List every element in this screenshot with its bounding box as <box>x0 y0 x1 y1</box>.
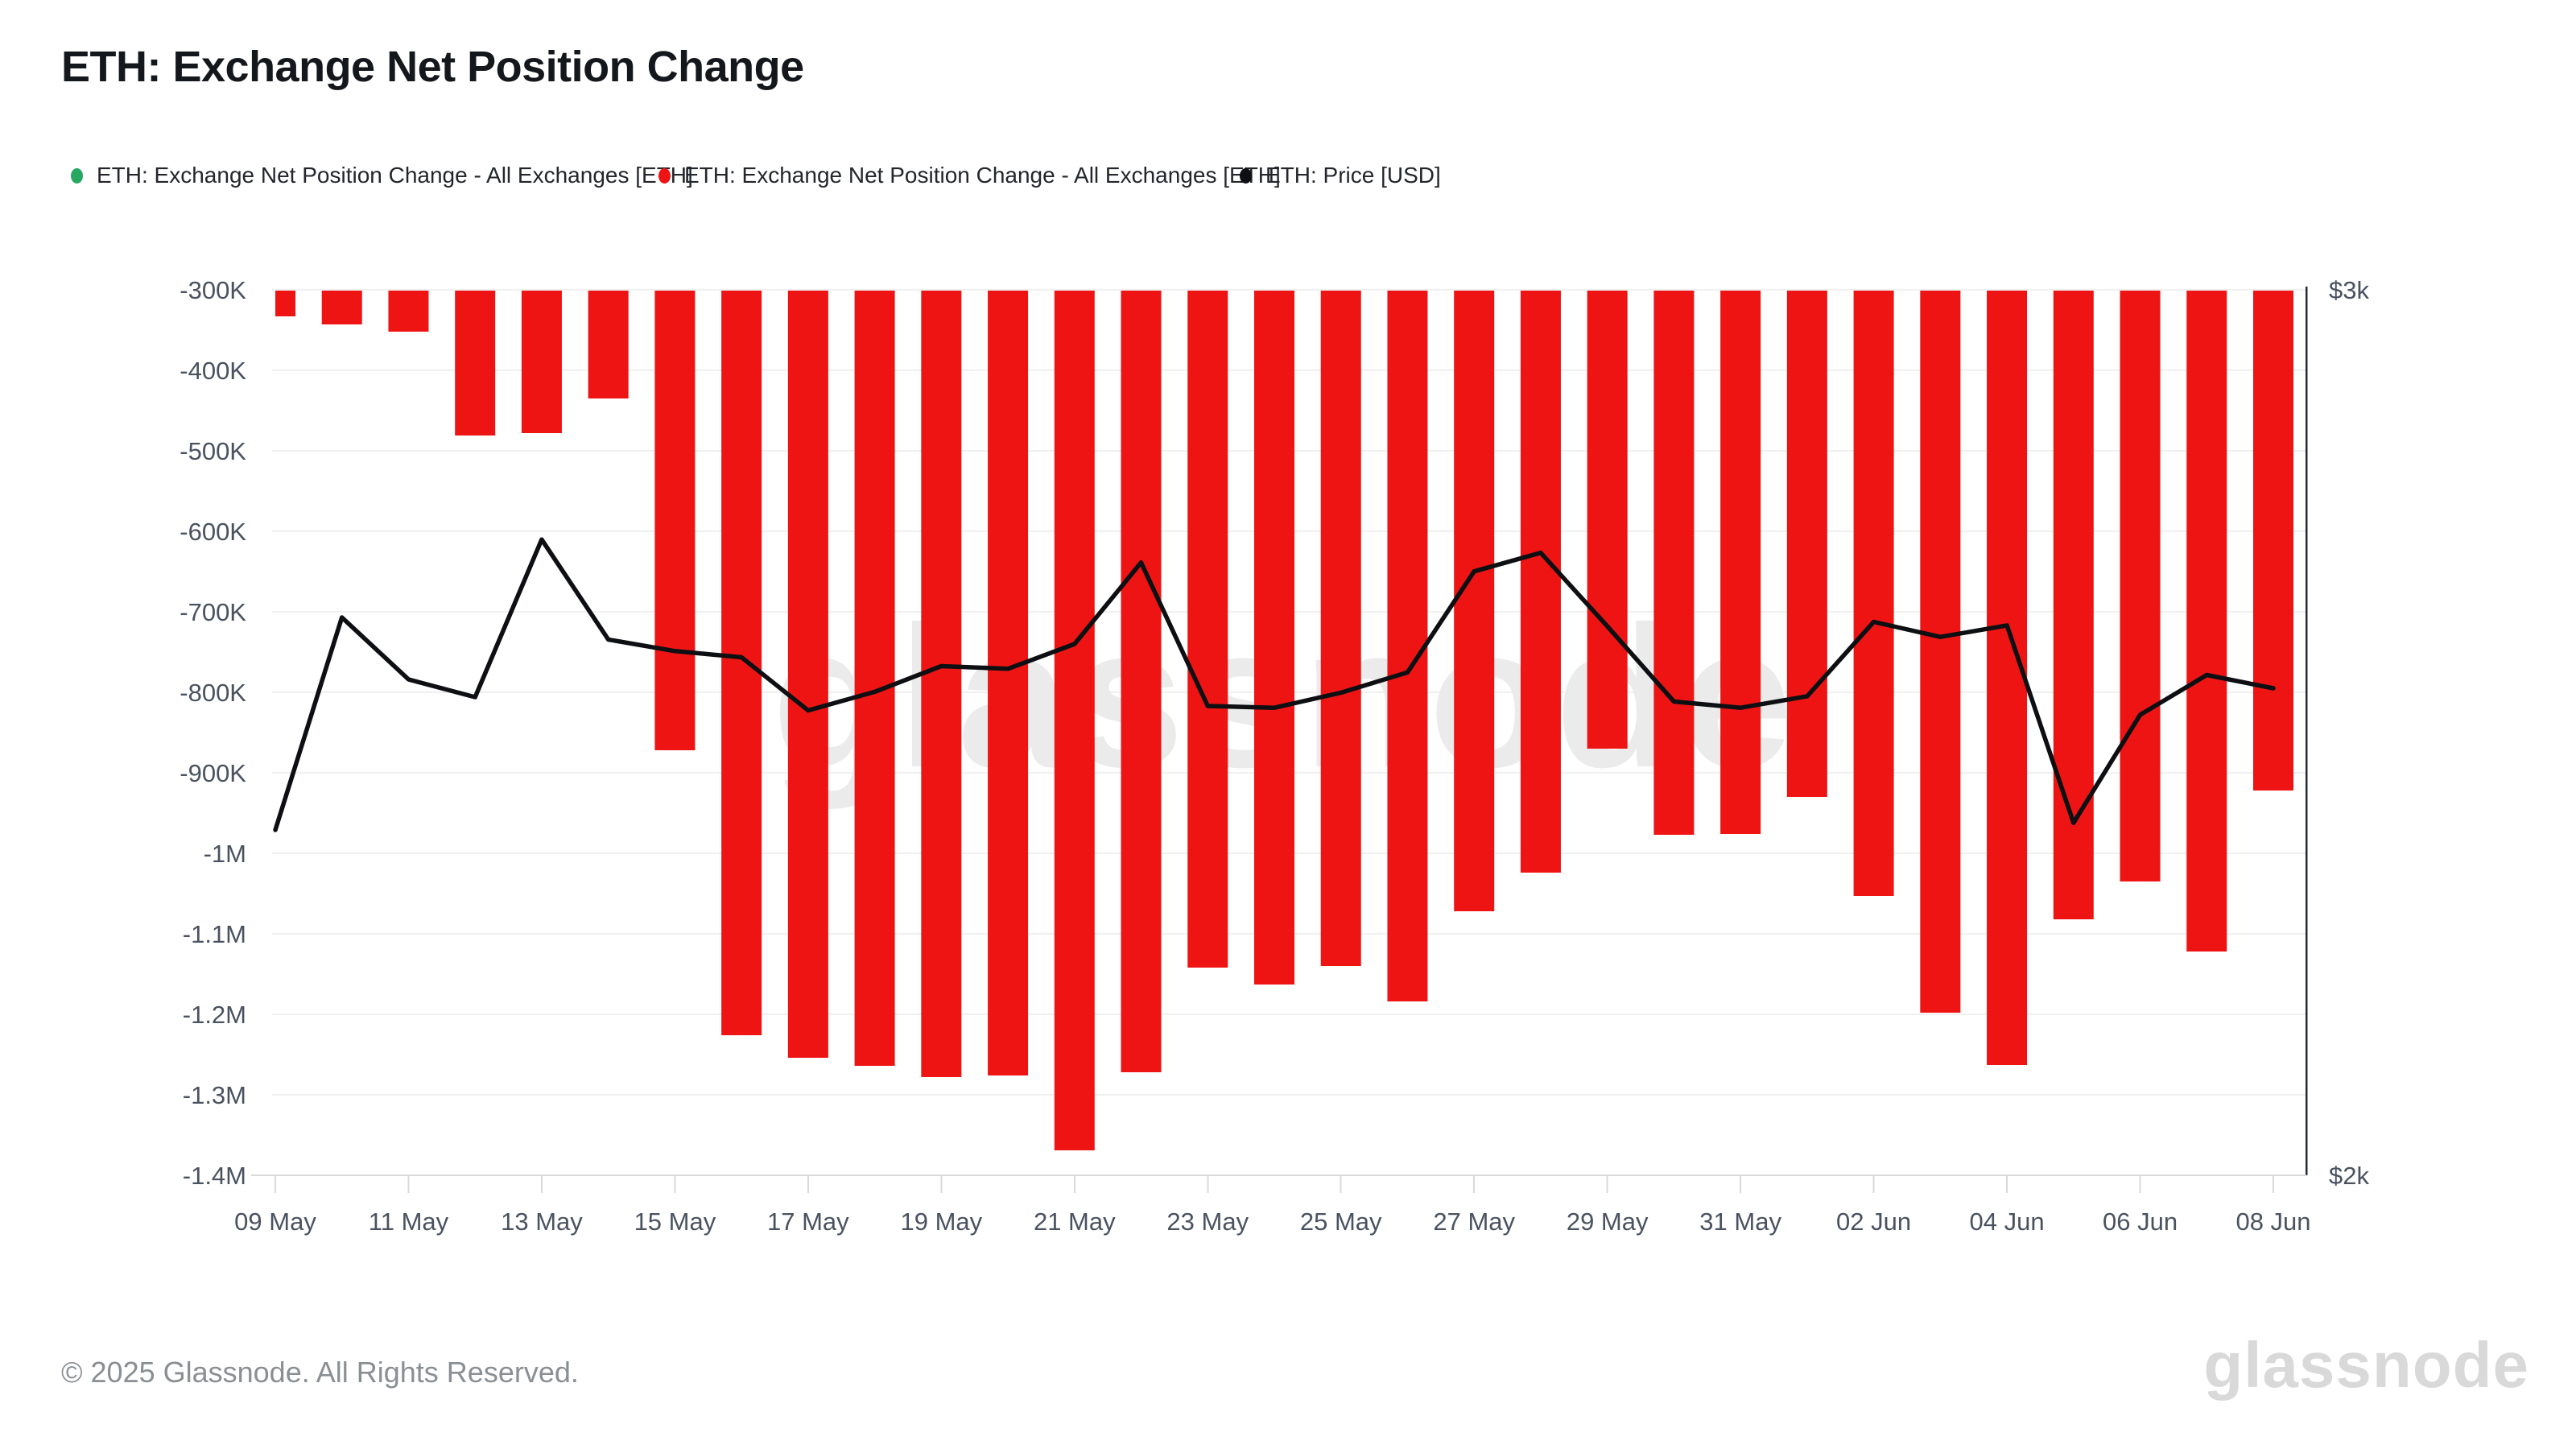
right-axis-tick-label: $3k <box>2329 276 2369 304</box>
y-axis-tick-label: -300K <box>180 276 246 304</box>
bar[interactable] <box>1054 291 1095 1150</box>
bar[interactable] <box>2253 291 2293 791</box>
bar[interactable] <box>721 291 762 1035</box>
bar[interactable] <box>2120 291 2161 881</box>
y-axis-tick-label: -1M <box>204 840 246 868</box>
legend-label: ETH: Price [USD] <box>1265 163 1441 188</box>
bar[interactable] <box>455 291 496 436</box>
legend: ETH: Exchange Net Position Change - All … <box>0 158 2576 193</box>
bar[interactable] <box>388 291 429 332</box>
x-axis-tick-label: 08 Jun <box>2235 1208 2310 1236</box>
bar[interactable] <box>1786 291 1827 797</box>
red-dot-icon <box>658 167 671 184</box>
x-axis-tick-label: 13 May <box>501 1208 583 1236</box>
x-axis-tick-label: 11 May <box>369 1208 449 1236</box>
bar[interactable] <box>2053 291 2094 919</box>
x-axis-tick-label: 25 May <box>1300 1208 1382 1236</box>
y-axis-tick-label: -800K <box>180 679 246 707</box>
bar[interactable] <box>1987 291 2028 1065</box>
y-axis-tick-label: -1.2M <box>183 1001 246 1029</box>
x-axis-tick-label: 06 Jun <box>2103 1208 2178 1236</box>
y-axis-tick-label: -1.4M <box>183 1162 246 1190</box>
bar[interactable] <box>988 291 1029 1075</box>
bar[interactable] <box>1320 291 1361 966</box>
bar[interactable] <box>1653 291 1695 835</box>
x-axis-tick-label: 27 May <box>1433 1208 1515 1236</box>
bars-series <box>275 291 2293 1150</box>
legend-item-net-position-red[interactable]: ETH: Exchange Net Position Change - All … <box>658 158 1281 193</box>
bar[interactable] <box>854 291 895 1066</box>
bar[interactable] <box>1587 291 1628 749</box>
copyright-text: © 2025 Glassnode. All Rights Reserved. <box>61 1356 579 1389</box>
y-axis-labels: -300K -400K -500K -600K -700K -800K -900K -1M -1… <box>180 276 246 1190</box>
bar[interactable] <box>1121 291 1162 1072</box>
y-axis-tick-label: -600K <box>180 518 246 546</box>
right-axis-tick-label: $2k <box>2329 1162 2369 1190</box>
x-axis-tick-label: 23 May <box>1166 1208 1249 1236</box>
page-title: ETH: Exchange Net Position Change <box>61 43 804 91</box>
legend-item-eth-price[interactable]: ETH: Price [USD] <box>1240 158 1441 193</box>
bar[interactable] <box>1454 291 1495 911</box>
right-axis-labels: $3k $2k <box>2329 276 2369 1190</box>
bar[interactable] <box>588 291 629 398</box>
bar[interactable] <box>787 291 828 1058</box>
legend-label: ETH: Exchange Net Position Change - All … <box>97 163 693 188</box>
y-axis-tick-label: -900K <box>180 759 246 787</box>
bar[interactable] <box>1387 291 1428 1001</box>
x-axis-tick-label: 15 May <box>634 1208 716 1236</box>
x-axis-ticks <box>275 1175 2274 1193</box>
legend-label: ETH: Exchange Net Position Change - All … <box>684 163 1281 188</box>
bar[interactable] <box>1920 291 1961 1013</box>
bar[interactable] <box>2186 291 2227 952</box>
glassnode-wordmark: glassnode <box>2203 1329 2529 1401</box>
price-line <box>273 537 2276 832</box>
bar[interactable] <box>1720 291 1761 834</box>
y-axis-tick-label: -1.1M <box>183 920 246 948</box>
bar[interactable] <box>521 291 562 433</box>
y-axis-tick-label: -400K <box>180 357 246 385</box>
legend-item-net-position-green[interactable]: ETH: Exchange Net Position Change - All … <box>71 158 693 193</box>
x-axis-tick-label: 02 Jun <box>1836 1208 1911 1236</box>
x-axis-tick-label: 19 May <box>900 1208 982 1236</box>
bar[interactable] <box>1853 291 1894 896</box>
x-axis-tick-label: 21 May <box>1034 1208 1116 1236</box>
bar[interactable] <box>654 291 696 750</box>
y-axis-tick-label: -1.3M <box>183 1081 246 1109</box>
bar[interactable] <box>1254 291 1294 985</box>
green-dot-icon <box>71 167 83 184</box>
bar[interactable] <box>321 291 362 324</box>
y-axis-tick-label: -500K <box>180 437 246 465</box>
x-axis-tick-label: 29 May <box>1567 1208 1649 1236</box>
x-axis-tick-label: 31 May <box>1699 1208 1781 1236</box>
x-axis-tick-label: 17 May <box>767 1208 849 1236</box>
x-axis-tick-label: 04 Jun <box>1970 1208 2045 1236</box>
bar[interactable] <box>1520 291 1561 873</box>
bar[interactable] <box>921 291 962 1077</box>
bar[interactable] <box>275 291 295 316</box>
x-axis-tick-label: 09 May <box>234 1208 316 1236</box>
x-axis-labels: 09 May 11 May 13 May 15 May 17 May 19 May 21 M… <box>234 1208 2310 1236</box>
black-dot-icon <box>1240 167 1252 184</box>
bar[interactable] <box>1187 291 1228 968</box>
y-axis-tick-label: -700K <box>180 598 246 626</box>
